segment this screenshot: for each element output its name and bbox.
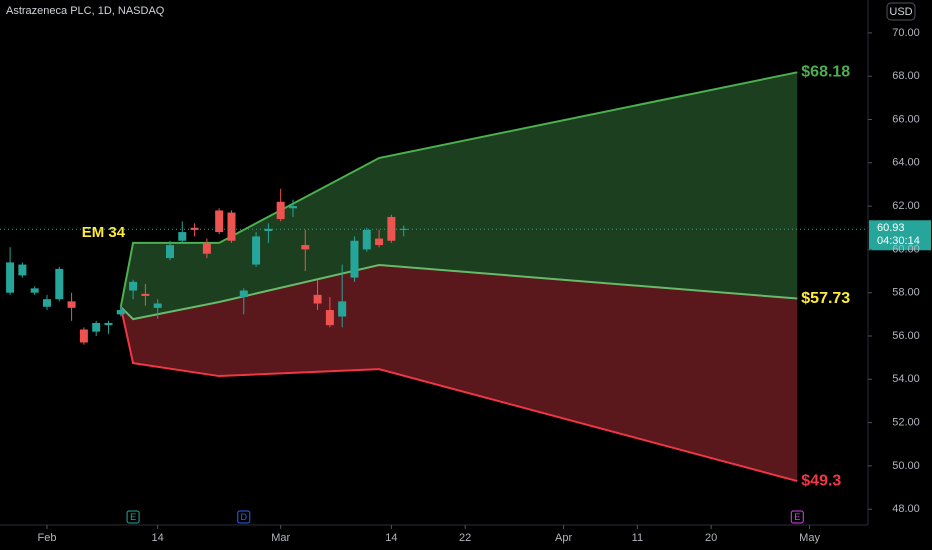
candle-body <box>227 212 236 241</box>
x-tick-label: 14 <box>152 532 164 544</box>
candle-body <box>92 323 101 332</box>
y-tick-label: 68.00 <box>892 70 920 82</box>
x-tick-label: 22 <box>459 532 471 544</box>
band-end-label: $57.73 <box>801 290 850 307</box>
candle-body <box>264 228 273 231</box>
y-tick-label: 52.00 <box>892 417 920 429</box>
x-tick-label: May <box>799 532 820 544</box>
candle-body <box>375 238 384 246</box>
band-end-label: $49.3 <box>801 472 841 489</box>
candle-body <box>239 290 248 298</box>
band-line <box>120 263 798 321</box>
candle-body <box>325 310 334 326</box>
candle-body <box>141 293 150 296</box>
x-tick-label: Mar <box>271 532 290 544</box>
candle-body <box>178 232 187 241</box>
y-tick-label: 48.00 <box>892 503 920 515</box>
event-marker <box>126 510 140 524</box>
candle-body <box>165 245 174 259</box>
annotation: EM 34 <box>82 224 126 241</box>
candle-body <box>42 299 51 307</box>
event-label: E <box>794 512 800 522</box>
currency[interactable]: USD <box>889 6 912 18</box>
event-label: E <box>130 512 136 522</box>
last-price-label: 60.93 <box>877 222 905 234</box>
x-tick-label: 14 <box>385 532 397 544</box>
candle-body <box>67 301 76 308</box>
y-tick-label: 62.00 <box>892 200 920 212</box>
candle-body <box>190 227 199 230</box>
candle-body <box>338 301 347 317</box>
candle-body <box>116 310 125 315</box>
x-tick-label: Apr <box>555 532 572 544</box>
band-line <box>119 306 798 483</box>
last-price-box <box>869 220 931 251</box>
candle-body <box>276 201 285 220</box>
candle-body <box>104 323 113 326</box>
y-tick-label: 64.00 <box>892 157 920 169</box>
y-tick-label: 70.00 <box>892 27 920 39</box>
x-tick-label: 20 <box>705 532 717 544</box>
event-marker <box>790 510 804 524</box>
candle-body <box>153 303 162 308</box>
y-tick-label: 60.00 <box>892 243 920 255</box>
candle-body <box>387 216 396 241</box>
lower-band-fill <box>120 264 798 482</box>
candle-body <box>18 264 27 276</box>
y-tick-label: 50.00 <box>892 460 920 472</box>
x-tick-label: 11 <box>632 532 643 544</box>
candle-body <box>55 268 64 300</box>
candle-body <box>79 329 88 343</box>
event-label: D <box>241 512 248 522</box>
candle-body <box>350 240 359 278</box>
candle-body <box>313 294 322 304</box>
candle-body <box>129 281 138 291</box>
candle-body <box>202 242 211 254</box>
x-tick-label: Feb <box>38 532 57 544</box>
y-tick-label: 56.00 <box>892 330 920 342</box>
candle-body <box>30 288 39 293</box>
y-tick-label: 54.00 <box>892 373 920 385</box>
chart-title: Astrazeneca PLC, 1D, NASDAQ <box>6 5 165 17</box>
band-line <box>119 71 798 308</box>
event-marker <box>237 510 251 524</box>
currency-box[interactable] <box>886 2 916 21</box>
y-tick-label: 58.00 <box>892 287 920 299</box>
candle-body <box>288 206 297 209</box>
band-end-label: $68.18 <box>801 64 850 81</box>
upper-band-fill <box>120 72 798 320</box>
candle-body <box>399 228 408 230</box>
candle-body <box>301 245 310 250</box>
y-tick-label: 66.00 <box>892 113 920 125</box>
candle-body <box>362 229 371 250</box>
candle-body <box>215 210 224 233</box>
candle-body <box>252 236 261 265</box>
countdown: 04:30:14 <box>877 235 920 247</box>
candle-body <box>6 262 15 293</box>
